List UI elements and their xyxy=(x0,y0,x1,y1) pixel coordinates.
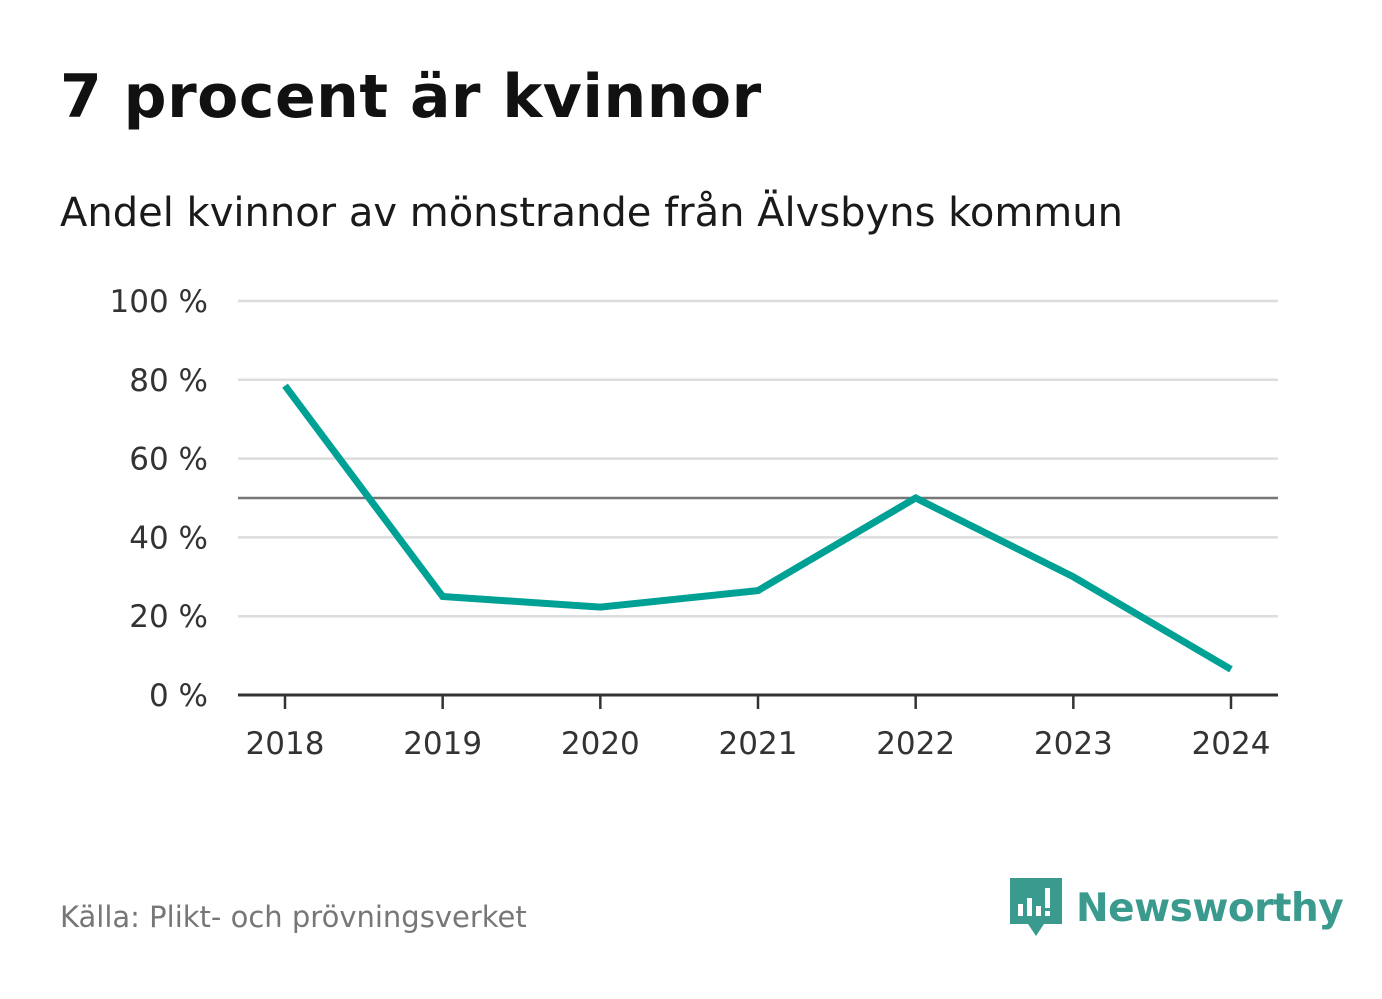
x-tick-label: 2021 xyxy=(719,726,798,762)
y-tick-label: 100 % xyxy=(110,284,208,320)
newsworthy-logo-icon xyxy=(1010,878,1062,936)
source-note: Källa: Plikt- och prövningsverket xyxy=(60,900,527,934)
chart-title: 7 procent är kvinnor xyxy=(60,62,762,132)
x-axis-labels: 2018 2019 2020 2021 2022 2023 2024 xyxy=(246,726,1271,762)
y-tick-label: 80 % xyxy=(129,363,208,399)
x-axis xyxy=(238,693,1278,709)
x-tick-label: 2019 xyxy=(403,726,482,762)
x-tick-label: 2024 xyxy=(1192,726,1271,762)
gridlines xyxy=(238,299,1278,618)
y-tick-label: 40 % xyxy=(129,520,208,556)
series-line xyxy=(282,383,1233,673)
series-group xyxy=(282,383,1233,673)
y-axis-labels: 0 % 20 % 40 % 60 % 80 % 100 % xyxy=(110,284,208,714)
chart-subtitle: Andel kvinnor av mönstrande från Älvsbyn… xyxy=(60,190,1123,236)
y-tick-label: 60 % xyxy=(129,442,208,478)
brand-logo: Newsworthy xyxy=(1010,878,1344,938)
brand-name: Newsworthy xyxy=(1076,885,1344,931)
x-tick-label: 2018 xyxy=(246,726,325,762)
y-tick-label: 0 % xyxy=(149,678,208,714)
x-tick-label: 2022 xyxy=(876,726,955,762)
x-tick-label: 2023 xyxy=(1034,726,1113,762)
y-tick-label: 20 % xyxy=(129,599,208,635)
x-tick-label: 2020 xyxy=(561,726,640,762)
